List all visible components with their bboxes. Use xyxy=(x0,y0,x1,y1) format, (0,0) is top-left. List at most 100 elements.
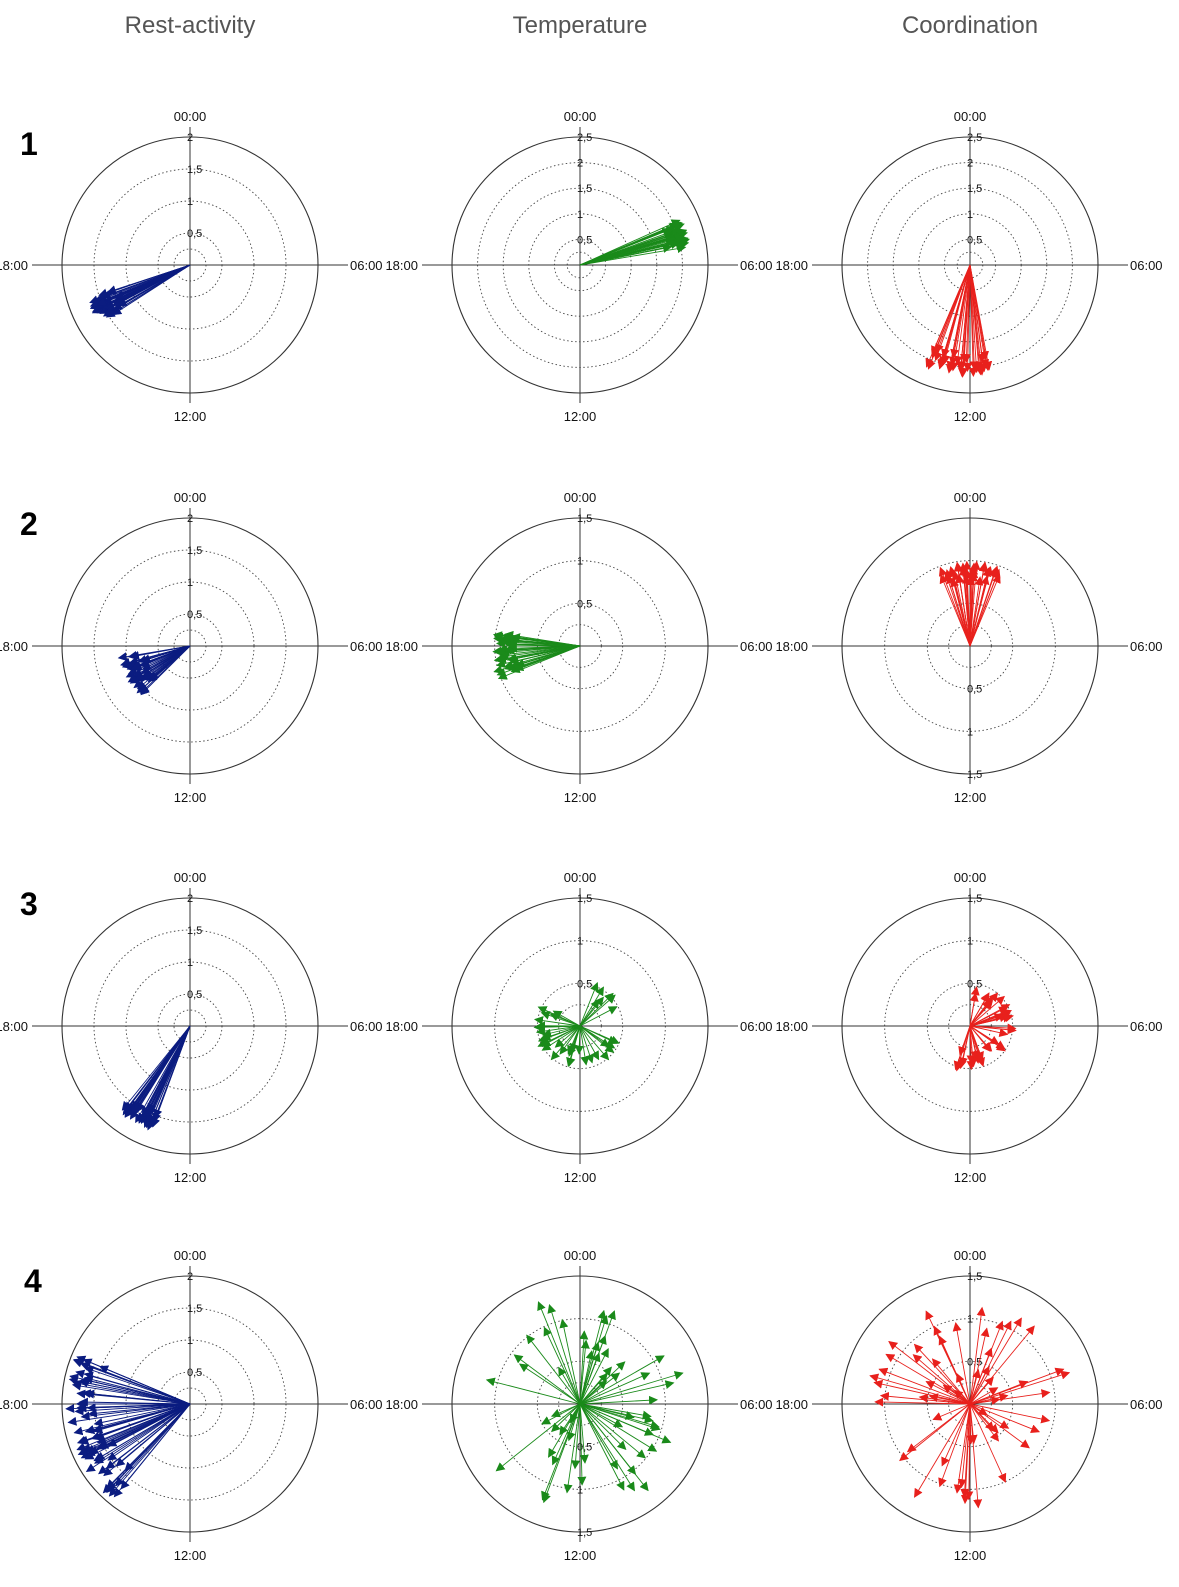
phase-vector-arrow xyxy=(938,1403,971,1488)
phase-vector-arrow xyxy=(969,986,980,1027)
phase-vector-arrow xyxy=(146,1025,191,1131)
time-label-00: 00:00 xyxy=(954,490,987,505)
phase-vector-arrow xyxy=(579,1330,589,1405)
phase-vector-arrow xyxy=(913,1343,971,1405)
phase-vectors xyxy=(485,1301,684,1504)
phase-vector-arrow xyxy=(969,1025,1009,1038)
phase-vector-arrow xyxy=(579,1403,660,1430)
phase-vector-arrow xyxy=(563,1403,581,1494)
radial-tick-label: 1 xyxy=(577,1484,583,1496)
radial-tick-label: 2 xyxy=(187,513,193,525)
time-label-12: 12:00 xyxy=(954,1170,987,1185)
phase-vector-arrow xyxy=(518,1363,581,1405)
phase-vector-arrow xyxy=(579,1403,654,1424)
phase-vector-arrow xyxy=(115,264,191,299)
time-label-06: 06:00 xyxy=(1130,1397,1163,1412)
phase-vector-arrow xyxy=(579,1347,609,1405)
phase-vector-arrow xyxy=(526,1334,581,1405)
radial-tick-label: 1 xyxy=(967,726,973,738)
phase-vector-arrow xyxy=(925,1310,971,1405)
phase-vector-arrow xyxy=(969,999,991,1027)
radial-tick-label: 1 xyxy=(187,957,193,969)
time-label-00: 00:00 xyxy=(564,1248,597,1263)
radial-tick-label: 1,5 xyxy=(187,545,202,557)
polar-panel-r4-temperature: 00:00 06:00 12:00 18:00 0,5 1 1,5 xyxy=(385,1248,772,1563)
phase-vector-arrow xyxy=(96,1403,191,1444)
radial-tick-label: 1 xyxy=(967,936,973,948)
polar-panels: 00:0006:0012:0018:000,511,5200:0006:0012… xyxy=(0,109,1163,1563)
phase-vector-arrow xyxy=(955,573,971,647)
phase-vector-arrow xyxy=(504,630,581,647)
phase-vector-arrow xyxy=(931,264,971,356)
phase-vectors xyxy=(925,264,993,378)
phase-vector-arrow xyxy=(969,1013,1004,1027)
radial-tick-label: 1 xyxy=(187,577,193,589)
polar-panel-r1-coordination: 00:00 06:00 12:00 18:00 0,5 1 1,5 2 2,5 xyxy=(775,109,1162,424)
radial-tick-label: 1,5 xyxy=(187,925,202,937)
phase-vector-arrow xyxy=(579,1380,675,1405)
radial-tick-label: 2,5 xyxy=(577,132,592,144)
phase-vectors xyxy=(117,645,191,696)
phase-vector-arrow xyxy=(89,264,191,304)
phase-vector-arrow xyxy=(148,1025,191,1117)
time-label-06: 06:00 xyxy=(350,1019,383,1034)
column-title-coordination: Coordination xyxy=(902,12,1038,39)
time-label-18: 18:00 xyxy=(385,258,418,273)
phase-vector-arrow xyxy=(579,1403,618,1470)
phase-vector-arrow xyxy=(579,994,616,1027)
radial-tick-label: 1 xyxy=(577,936,583,948)
phase-vector-arrow xyxy=(942,1384,971,1405)
phase-vector-arrow xyxy=(579,221,683,266)
phase-vectors xyxy=(938,560,1001,647)
row-label-3: 3 xyxy=(20,886,38,922)
time-label-06: 06:00 xyxy=(350,639,383,654)
time-label-18: 18:00 xyxy=(775,258,808,273)
phase-vector-arrow xyxy=(504,640,581,650)
phase-vector-arrow xyxy=(969,1367,1065,1405)
time-label-12: 12:00 xyxy=(954,790,987,805)
phase-vector-arrow xyxy=(108,1403,191,1497)
phase-vector-arrow xyxy=(969,992,990,1027)
phase-vector-arrow xyxy=(541,1403,581,1425)
phase-vector-arrow xyxy=(969,565,999,647)
radial-tick-label: 1 xyxy=(187,196,193,208)
phase-vector-arrow xyxy=(579,1372,651,1405)
phase-vector-arrow xyxy=(73,1403,191,1436)
phase-vector-arrow xyxy=(941,264,971,365)
phase-vector-arrow xyxy=(494,645,581,656)
radial-tick-label: 0,5 xyxy=(577,234,592,246)
time-label-00: 00:00 xyxy=(564,870,597,885)
phase-vector-arrow xyxy=(969,1317,1022,1405)
phase-vector-arrow xyxy=(566,1025,581,1067)
time-label-00: 00:00 xyxy=(174,490,207,505)
time-label-18: 18:00 xyxy=(0,639,28,654)
radial-tick-label: 0,5 xyxy=(967,978,982,990)
time-label-06: 06:00 xyxy=(1130,258,1163,273)
radial-tick-label: 0,5 xyxy=(187,609,202,621)
phase-vectors xyxy=(89,264,191,318)
time-label-06: 06:00 xyxy=(1130,1019,1163,1034)
phase-vector-arrow xyxy=(579,1403,625,1491)
phase-vectors xyxy=(65,1355,191,1498)
phase-vectors xyxy=(121,1025,191,1131)
phase-vector-arrow xyxy=(959,1025,971,1067)
phase-vector-arrow xyxy=(579,1395,658,1405)
radial-tick-label: 2 xyxy=(967,158,973,170)
phase-vector-arrow xyxy=(953,1403,971,1494)
phase-vector-arrow xyxy=(938,566,971,647)
phase-vector-arrow xyxy=(912,1354,971,1405)
radial-tick-label: 1,5 xyxy=(577,183,592,195)
phase-vector-arrow xyxy=(952,1322,971,1405)
phase-vector-arrow xyxy=(957,1403,971,1489)
phase-vector-arrow xyxy=(873,1379,971,1405)
phase-vector-arrow xyxy=(92,264,191,313)
phase-vector-arrow xyxy=(535,1022,581,1032)
time-label-00: 00:00 xyxy=(954,870,987,885)
phase-vector-arrow xyxy=(90,1403,191,1441)
phase-vector-arrow xyxy=(65,1403,191,1413)
phase-vector-arrow xyxy=(559,1318,581,1405)
phase-vector-arrow xyxy=(140,645,191,696)
phase-vector-arrow xyxy=(969,264,979,371)
phase-vector-arrow xyxy=(969,1013,1014,1027)
phase-vector-arrow xyxy=(969,1403,1007,1483)
